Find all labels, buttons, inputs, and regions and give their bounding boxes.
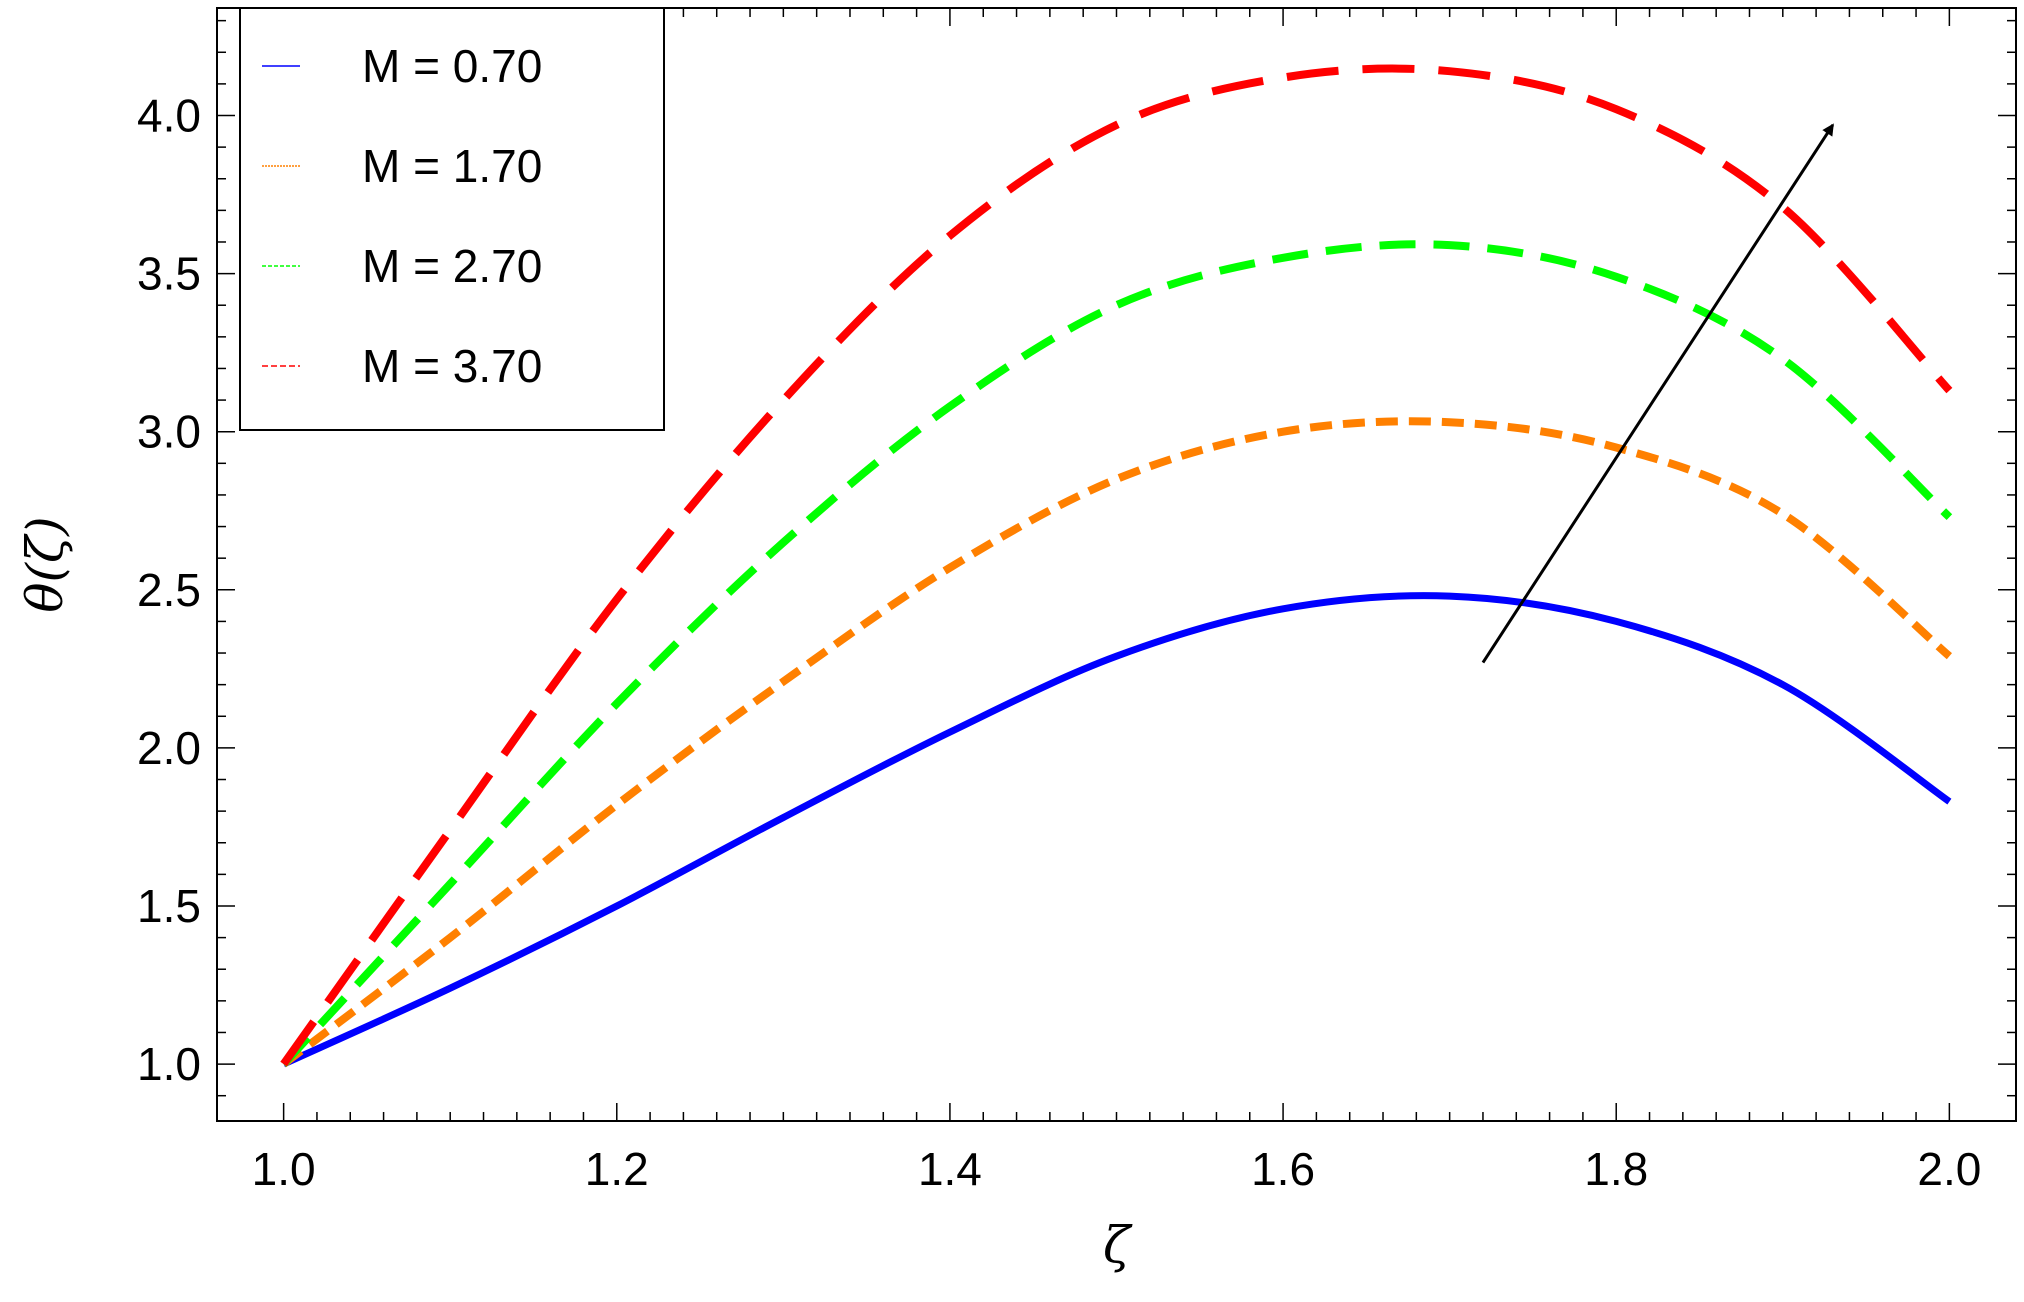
x-axis-label: ζ bbox=[1103, 1216, 1133, 1274]
y-tick-label: 2.0 bbox=[137, 722, 201, 774]
legend-label: M = 3.70 bbox=[362, 340, 542, 392]
legend-box bbox=[239, 7, 665, 431]
x-tick-label: 1.6 bbox=[1251, 1143, 1315, 1195]
y-axis-label: θ(ζ) bbox=[16, 516, 74, 612]
x-tick-labels: 1.0 1.2 1.4 1.6 1.8 2.0 bbox=[252, 1143, 1982, 1195]
legend-entry: M = 0.70 bbox=[262, 40, 542, 92]
trend-arrow bbox=[1481, 123, 1835, 664]
legend-label: M = 2.70 bbox=[362, 240, 542, 292]
x-tick-label: 1.2 bbox=[585, 1143, 649, 1195]
legend: M = 0.70 M = 1.70 M = 2.70 M = 3.70 bbox=[239, 7, 665, 431]
y-tick-label: 3.0 bbox=[137, 406, 201, 458]
series-line-3 bbox=[280, 240, 1953, 1067]
legend-entries: M = 0.70 M = 1.70 M = 2.70 M = 3.70 bbox=[262, 40, 542, 392]
series-line-2 bbox=[281, 417, 1952, 1068]
y-tick-label: 1.0 bbox=[137, 1038, 201, 1090]
y-tick-labels: 1.0 1.5 2.0 2.5 3.0 3.5 4.0 bbox=[137, 90, 201, 1091]
y-tick-label: 2.5 bbox=[137, 564, 201, 616]
y-tick-label: 4.0 bbox=[137, 90, 201, 142]
legend-entry: M = 3.70 bbox=[262, 340, 542, 392]
series-line-4 bbox=[280, 64, 1953, 1067]
x-tick-label: 1.4 bbox=[918, 1143, 982, 1195]
plot-area bbox=[216, 7, 2017, 1122]
legend-label: M = 0.70 bbox=[362, 40, 542, 92]
legend-entry: M = 2.70 bbox=[262, 240, 542, 292]
legend-label: M = 1.70 bbox=[362, 140, 542, 192]
y-tick-label: 3.5 bbox=[137, 248, 201, 300]
x-tick-label: 1.0 bbox=[252, 1143, 316, 1195]
x-tick-label: 2.0 bbox=[1917, 1143, 1981, 1195]
x-tick-label: 1.8 bbox=[1584, 1143, 1648, 1195]
legend-entry: M = 1.70 bbox=[262, 140, 542, 192]
series-layer bbox=[280, 64, 1953, 1068]
y-tick-label: 1.5 bbox=[137, 880, 201, 932]
x-axis-ticks bbox=[282, 8, 1951, 1121]
series-line-1 bbox=[282, 592, 1952, 1068]
y-axis-ticks bbox=[217, 19, 2016, 1097]
